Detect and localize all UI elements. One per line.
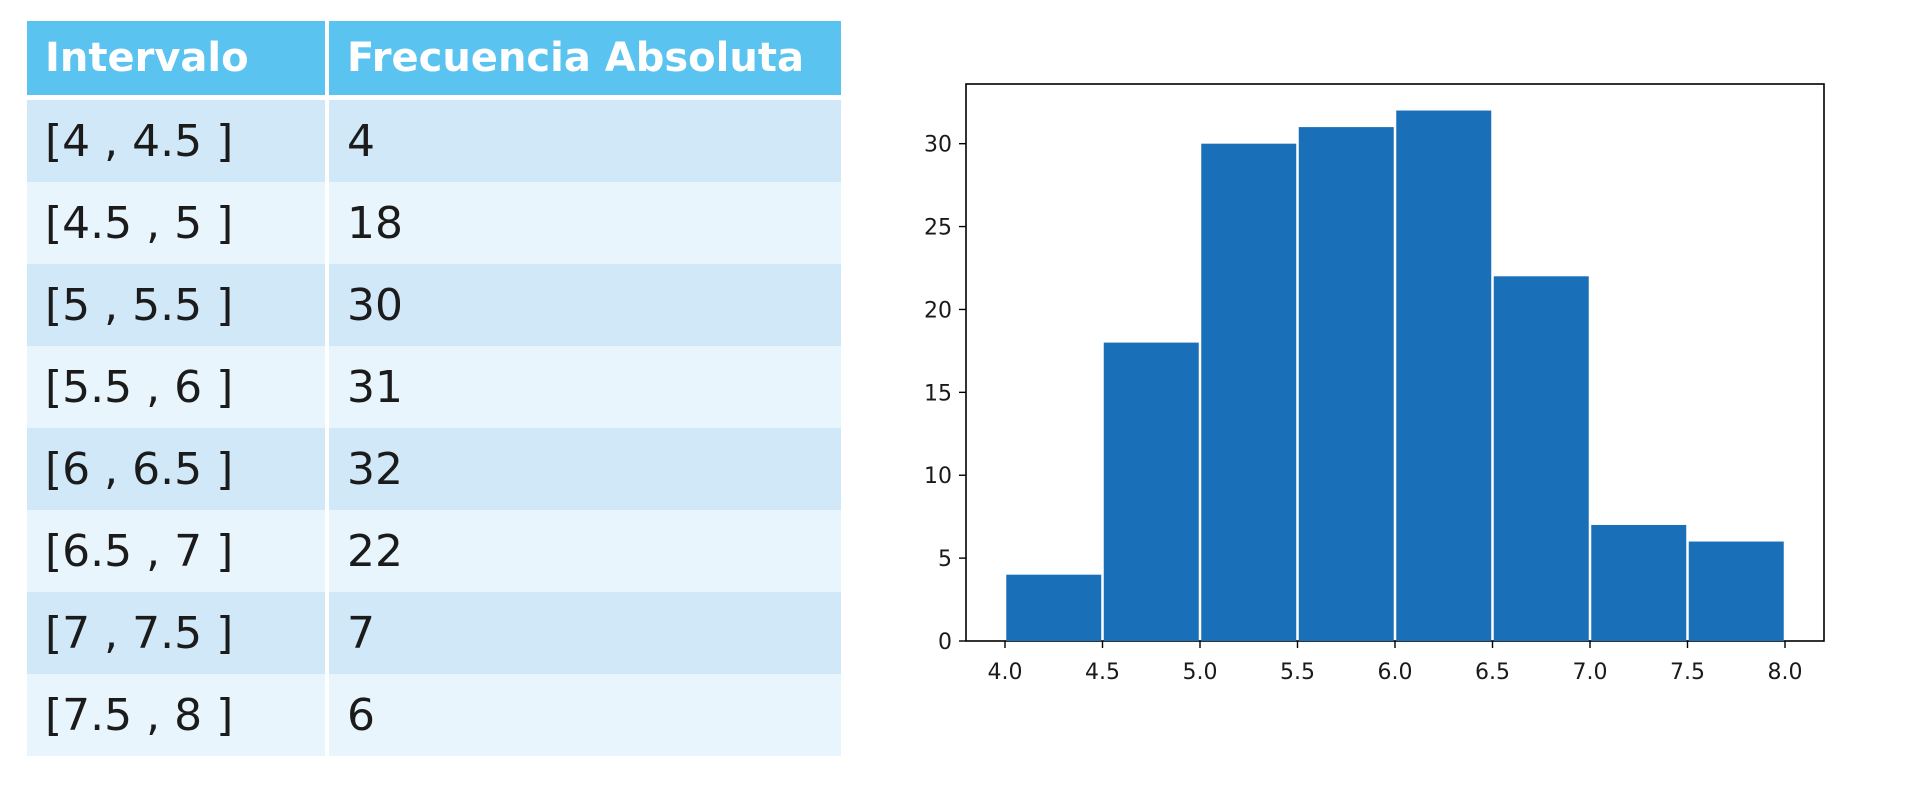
interval-cell: [5 , 5.5 ] xyxy=(27,264,329,346)
histogram-bar xyxy=(1298,127,1394,641)
frequency-cell: 6 xyxy=(329,674,841,756)
frequency-cell: 32 xyxy=(329,428,841,510)
table-row: [7 , 7.5 ] 7 xyxy=(27,592,841,674)
header-frequency: Frecuencia Absoluta xyxy=(329,21,841,100)
frequency-cell: 18 xyxy=(329,182,841,264)
x-tick-label: 4.0 xyxy=(988,660,1023,685)
histogram-bar xyxy=(1201,143,1297,641)
frequency-table: Intervalo Frecuencia Absoluta [4 , 4.5 ]… xyxy=(27,21,841,756)
histogram-bar xyxy=(1688,541,1784,641)
frequency-cell: 30 xyxy=(329,264,841,346)
interval-cell: [4.5 , 5 ] xyxy=(27,182,329,264)
histogram-bar xyxy=(1103,342,1199,641)
y-tick-label: 10 xyxy=(924,464,952,489)
x-axis-ticks: 4.0 4.5 5.0 5.5 6.0 6.5 7.0 7.5 8.0 xyxy=(988,641,1803,685)
header-interval: Intervalo xyxy=(27,21,329,100)
interval-cell: [4 , 4.5 ] xyxy=(27,100,329,182)
interval-cell: [5.5 , 6 ] xyxy=(27,346,329,428)
frequency-cell: 4 xyxy=(329,100,841,182)
y-tick-label: 25 xyxy=(924,216,952,241)
table-row: [5.5 , 6 ] 31 xyxy=(27,346,841,428)
frequency-cell: 7 xyxy=(329,592,841,674)
y-tick-label: 20 xyxy=(924,298,952,323)
histogram-bar xyxy=(1006,574,1102,641)
interval-cell: [6 , 6.5 ] xyxy=(27,428,329,510)
x-tick-label: 7.5 xyxy=(1670,660,1705,685)
bars-group xyxy=(1006,110,1784,642)
frequency-cell: 31 xyxy=(329,346,841,428)
y-tick-label: 15 xyxy=(924,381,952,406)
x-tick-label: 4.5 xyxy=(1085,660,1120,685)
table-row: [4 , 4.5 ] 4 xyxy=(27,100,841,182)
interval-cell: [7.5 , 8 ] xyxy=(27,674,329,756)
table-header-row: Intervalo Frecuencia Absoluta xyxy=(27,21,841,100)
y-axis-ticks: 0 5 10 15 20 25 30 xyxy=(924,133,966,655)
table-row: [5 , 5.5 ] 30 xyxy=(27,264,841,346)
table-row: [7.5 , 8 ] 6 xyxy=(27,674,841,756)
x-tick-label: 7.0 xyxy=(1573,660,1608,685)
table-row: [6.5 , 7 ] 22 xyxy=(27,510,841,592)
histogram-bar xyxy=(1591,524,1687,641)
histogram-bar xyxy=(1493,276,1589,641)
y-tick-label: 30 xyxy=(924,133,952,158)
table-row: [4.5 , 5 ] 18 xyxy=(27,182,841,264)
table-row: [6 , 6.5 ] 32 xyxy=(27,428,841,510)
interval-cell: [6.5 , 7 ] xyxy=(27,510,329,592)
histogram-chart: 4.0 4.5 5.0 5.5 6.0 6.5 7.0 7.5 8.0 0 5 10 15 20 25 30 xyxy=(924,83,1825,685)
x-tick-label: 8.0 xyxy=(1768,660,1803,685)
y-tick-label: 5 xyxy=(938,547,952,572)
frequency-cell: 22 xyxy=(329,510,841,592)
interval-cell: [7 , 7.5 ] xyxy=(27,592,329,674)
y-tick-label: 0 xyxy=(938,630,952,655)
x-tick-label: 5.5 xyxy=(1280,660,1315,685)
x-tick-label: 6.0 xyxy=(1378,660,1413,685)
histogram-bar xyxy=(1396,110,1492,642)
x-tick-label: 5.0 xyxy=(1183,660,1218,685)
x-tick-label: 6.5 xyxy=(1475,660,1510,685)
